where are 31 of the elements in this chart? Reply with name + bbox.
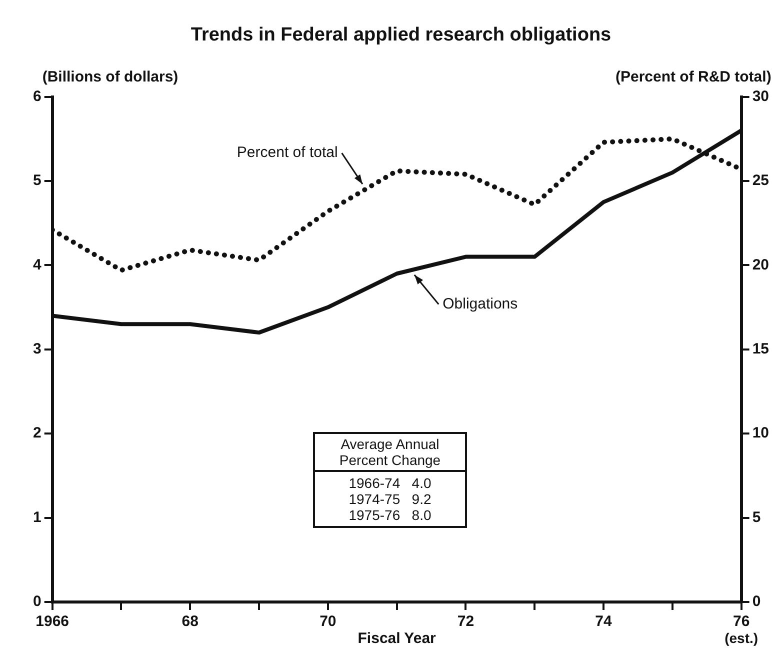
y2-tick-label: 10 <box>752 424 770 442</box>
y-tick-label: 5 <box>33 172 42 190</box>
annotation: 1974-75 9.2 <box>348 491 432 507</box>
y-tick-label: 1 <box>33 508 42 526</box>
text: Obligations <box>442 295 518 312</box>
y2-tick-label: 0 <box>752 593 761 610</box>
y2-tick-label: 20 <box>752 256 770 274</box>
y-tick-label: 0 <box>33 593 42 610</box>
x-tick-label: 68 <box>182 613 198 630</box>
x-tick-label: 1966 <box>36 613 70 630</box>
x-axis-title: Fiscal Year <box>358 630 436 648</box>
y2-tick-label: 30 <box>752 88 770 105</box>
y-tick-label: 3 <box>33 340 42 358</box>
x-tick-label: 72 <box>457 613 474 630</box>
y-tick-label: 2 <box>33 424 42 442</box>
y-tick-label: 4 <box>33 256 42 274</box>
x-tick-label: 70 <box>320 613 336 630</box>
text: (est.) <box>724 630 758 646</box>
annotation: 1975-76 8.0 <box>348 507 432 523</box>
annotation: 1966-74 4.0 <box>348 475 432 491</box>
y2-tick-label: 15 <box>752 340 770 358</box>
annotation: Average Annual Percent Change <box>315 434 465 472</box>
y2-tick-label: 25 <box>752 172 770 190</box>
y2-axis-title: (Percent of R&D total) <box>615 68 772 86</box>
chart-title: Trends in Federal applied research obligations <box>190 24 612 46</box>
y-tick-label: 6 <box>33 88 42 105</box>
y-axis-title: (Billions of dollars) <box>42 68 178 86</box>
x-tick-label: 76 <box>732 613 750 630</box>
x-tick-label: 74 <box>595 613 613 630</box>
y2-tick-label: 5 <box>752 508 761 526</box>
text: Percent of total <box>236 144 338 162</box>
